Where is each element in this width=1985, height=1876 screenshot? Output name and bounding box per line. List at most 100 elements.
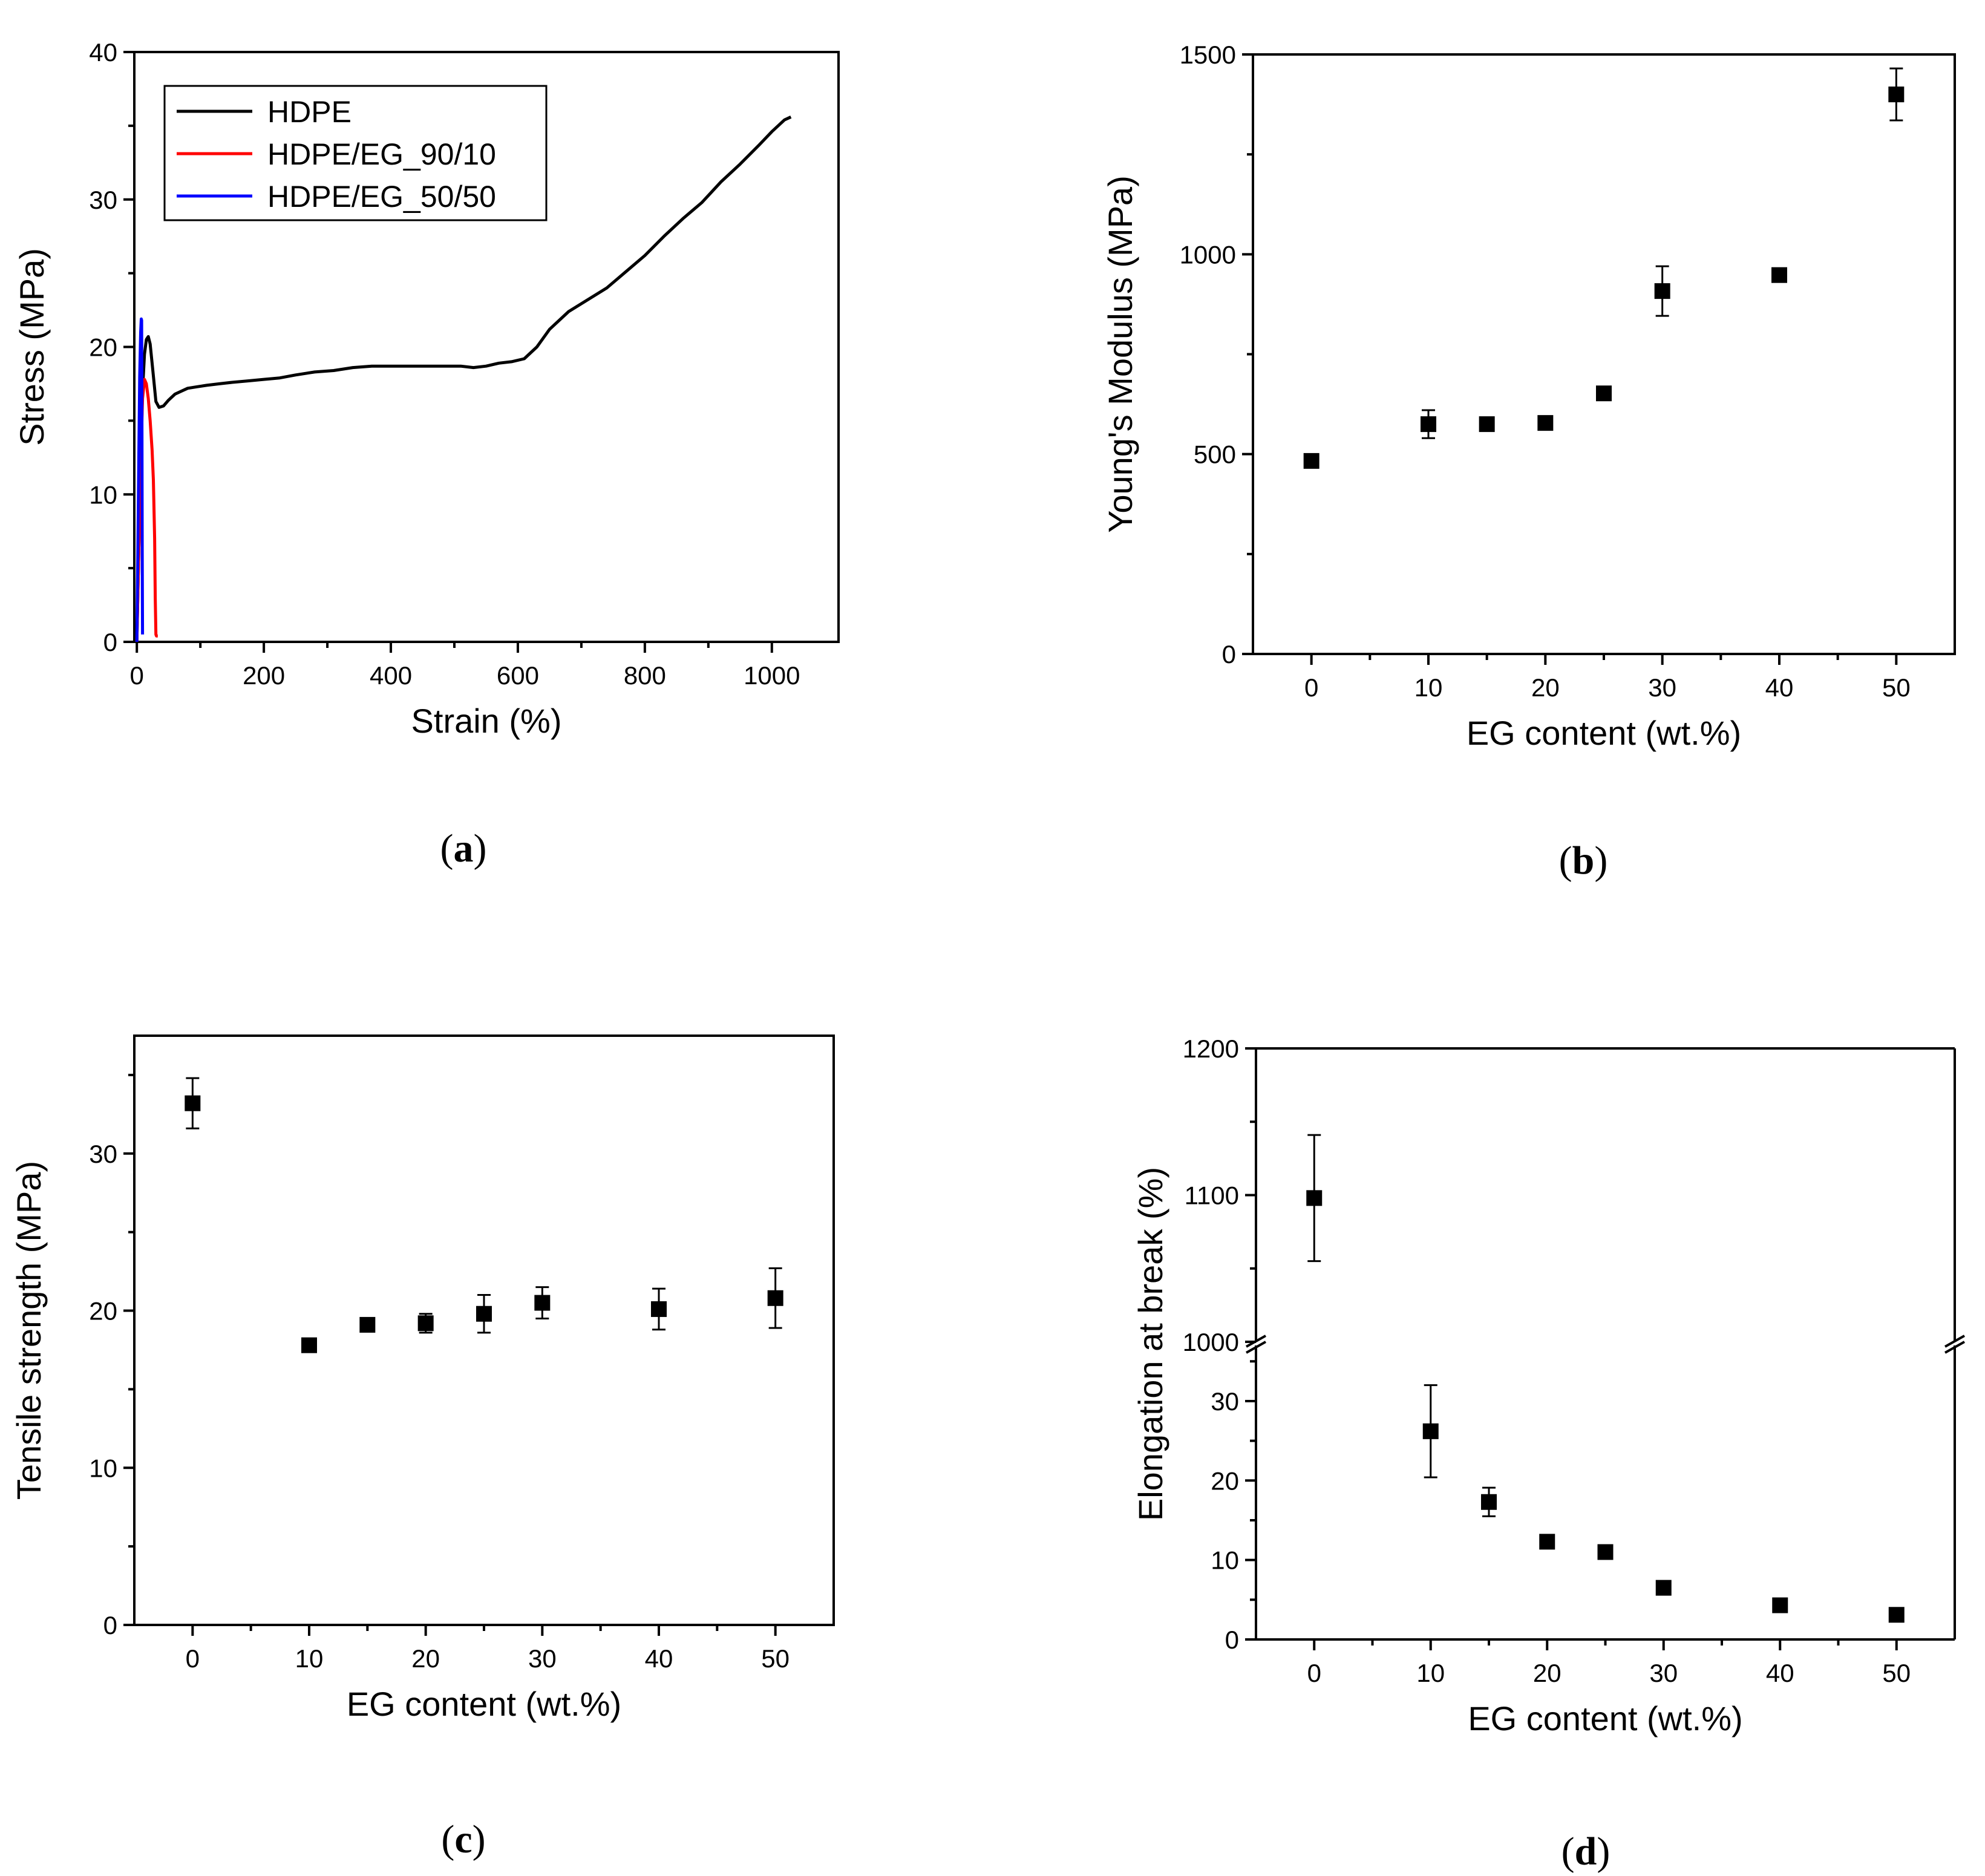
data-point-b-7 (1888, 87, 1905, 103)
y-tick-label-a-0: 0 (103, 628, 117, 656)
data-point-b-5 (1654, 283, 1670, 299)
break-mark-upper-1 (1944, 1335, 1965, 1348)
panel-label-letter-c: c (454, 1817, 472, 1861)
y-tick-label-d-lower-0: 0 (1225, 1626, 1239, 1654)
data-point-b-3 (1537, 415, 1554, 431)
y-tick-label-c-2: 20 (89, 1297, 117, 1325)
data-point-c-5 (534, 1295, 551, 1311)
data-point-b-6 (1771, 267, 1787, 283)
x-tick-label-c-3: 30 (528, 1644, 557, 1673)
series-lines-a (135, 116, 792, 642)
x-tick-label-c-5: 50 (761, 1644, 790, 1673)
x-tick-label-b-0: 0 (1304, 673, 1318, 702)
panel-label-close-b: ) (1594, 838, 1607, 883)
y-tick-label-b-0: 0 (1222, 640, 1236, 668)
data-points-b (1303, 67, 1905, 469)
panel-label-letter-b: b (1572, 838, 1595, 883)
y-tick-label-a-4: 40 (89, 38, 117, 67)
data-point-d-1 (1422, 1423, 1439, 1439)
x-tick-label-b-1: 10 (1414, 673, 1443, 702)
x-tick-label-b-3: 30 (1648, 673, 1676, 702)
data-point-d-2 (1481, 1494, 1497, 1510)
data-point-d-6 (1772, 1597, 1788, 1613)
panel-label-b: (b) (1559, 838, 1608, 883)
x-tick-label-d-4: 40 (1766, 1659, 1794, 1687)
chart-panel-c: 0 10 20 30 40 50 0 10 20 30 EG content (wt.%) Tensi… (10, 1034, 835, 1861)
y-tick-label-d-upper-1: 1100 (1185, 1181, 1239, 1210)
y-tick-label-b-2: 1000 (1180, 240, 1236, 269)
panel-label-letter-a: a (454, 826, 474, 871)
y-axis-title-a: Stress (MPa) (13, 248, 51, 446)
legend-label-1: HDPE/EG_90/10 (267, 137, 496, 171)
panel-label-letter-d: d (1575, 1829, 1597, 1874)
data-point-c-4 (476, 1306, 492, 1322)
legend-label-0: HDPE (267, 95, 352, 129)
data-point-c-0 (185, 1095, 201, 1111)
series-line-2 (135, 317, 145, 642)
x-axis-title-b: EG content (wt.%) (1467, 714, 1741, 752)
panel-label-open-b: ( (1559, 838, 1572, 883)
x-tick-label-a-4: 800 (624, 661, 666, 690)
data-point-d-4 (1597, 1544, 1614, 1560)
y-tick-label-a-1: 10 (89, 480, 117, 509)
panel-label-open-c: ( (441, 1817, 454, 1861)
x-tick-label-d-1: 10 (1416, 1659, 1445, 1687)
x-axis-title-c: EG content (wt.%) (347, 1685, 621, 1723)
break-mark-lower-1 (1944, 1341, 1965, 1354)
series-line-0 (135, 116, 792, 642)
panel-label-close-d: ) (1597, 1829, 1610, 1874)
x-tick-label-b-4: 40 (1765, 673, 1794, 702)
y-tick-label-d-upper-0: 1000 (1183, 1328, 1239, 1356)
panel-label-close-c: ) (473, 1817, 486, 1861)
y-tick-label-b-1: 500 (1194, 440, 1236, 469)
data-point-d-0 (1306, 1190, 1323, 1206)
data-points-d (1306, 1134, 1905, 1623)
data-point-b-1 (1421, 416, 1436, 433)
y-axis-title-b: Young's Modulus (MPa) (1101, 175, 1139, 533)
data-point-b-4 (1596, 385, 1612, 402)
data-points-c (185, 1077, 783, 1353)
x-tick-label-a-5: 1000 (744, 661, 800, 690)
chart-panel-a: 0 200 400 600 800 1000 0 10 20 30 40 HDPE HDPE/EG_90… (13, 38, 840, 871)
x-tick-label-d-0: 0 (1307, 1659, 1321, 1687)
y-tick-label-c-0: 0 (103, 1611, 117, 1639)
y-tick-label-c-1: 10 (89, 1454, 117, 1482)
y-tick-label-b-3: 1500 (1180, 41, 1236, 69)
y-tick-label-c-3: 30 (89, 1140, 117, 1168)
x-tick-label-a-3: 600 (497, 661, 539, 690)
data-point-c-3 (417, 1315, 434, 1332)
x-tick-label-a-2: 400 (370, 661, 412, 690)
x-tick-label-d-3: 30 (1649, 1659, 1678, 1687)
x-tick-label-a-1: 200 (243, 661, 285, 690)
data-point-c-7 (767, 1290, 783, 1306)
data-point-d-5 (1655, 1580, 1672, 1596)
panel-label-open-a: ( (440, 826, 454, 871)
legend-label-2: HDPE/EG_50/50 (267, 180, 496, 214)
x-tick-label-d-5: 50 (1882, 1659, 1911, 1687)
break-mark-lower-0 (1246, 1341, 1266, 1354)
y-tick-label-d-upper-2: 1200 (1183, 1034, 1239, 1063)
x-tick-label-c-4: 40 (645, 1644, 673, 1673)
y-axis-title-d: Elongation at break (%) (1131, 1167, 1169, 1521)
x-axis-title-d: EG content (wt.%) (1468, 1699, 1742, 1737)
data-point-c-1 (301, 1337, 317, 1353)
legend: HDPE HDPE/EG_90/10 HDPE/EG_50/50 (163, 85, 548, 221)
y-tick-label-a-2: 20 (89, 333, 117, 362)
x-tick-label-c-1: 10 (295, 1644, 324, 1673)
panel-label-open-d: ( (1562, 1829, 1575, 1874)
plot-frame-b (1252, 53, 1956, 655)
data-point-d-7 (1888, 1607, 1905, 1623)
data-point-c-2 (359, 1316, 376, 1333)
y-tick-label-d-lower-1: 10 (1211, 1546, 1239, 1575)
data-point-d-3 (1539, 1534, 1555, 1550)
x-tick-label-d-2: 20 (1533, 1659, 1562, 1687)
y-axis-title-c: Tensile strength (MPa) (10, 1161, 48, 1500)
chart-panel-d: 0 10 20 30 40 50 1000 1100 1200 0 10 20 30 EG content… (1131, 1034, 1965, 1874)
y-tick-label-a-3: 30 (89, 186, 117, 214)
y-tick-label-d-lower-3: 30 (1211, 1387, 1239, 1416)
data-point-c-6 (651, 1301, 667, 1317)
axis-break-marks (1246, 1335, 1965, 1354)
data-point-b-2 (1479, 416, 1495, 433)
